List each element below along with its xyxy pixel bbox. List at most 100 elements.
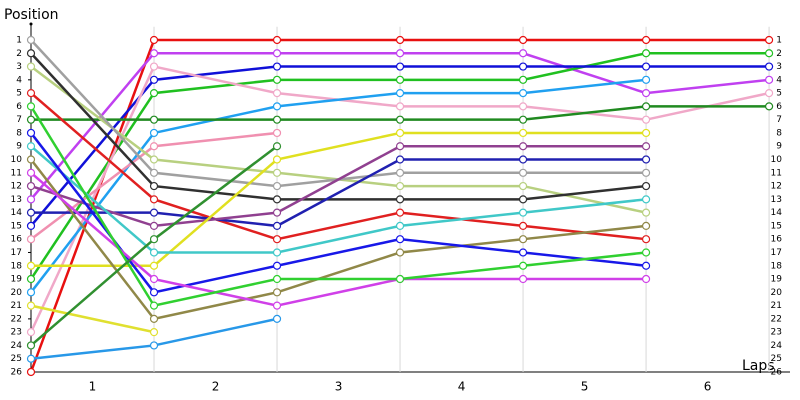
series-marker bbox=[149, 314, 159, 323]
series-marker bbox=[641, 35, 651, 45]
series-marker bbox=[272, 235, 282, 244]
y-tick-label-right: 3 bbox=[776, 62, 782, 72]
series-marker bbox=[272, 221, 282, 231]
y-tick-label-right: 25 bbox=[771, 354, 782, 364]
series-line bbox=[30, 171, 647, 307]
series-marker bbox=[641, 168, 651, 177]
series-marker bbox=[518, 274, 528, 284]
series-marker bbox=[26, 35, 36, 45]
y-tick-label-right: 19 bbox=[771, 275, 783, 285]
series-marker bbox=[518, 115, 528, 124]
series-marker bbox=[26, 274, 36, 284]
series-marker bbox=[518, 35, 528, 45]
series-marker bbox=[641, 142, 651, 151]
series-marker bbox=[26, 142, 36, 151]
series-marker bbox=[395, 115, 405, 124]
series-line bbox=[30, 52, 647, 201]
series-marker bbox=[641, 274, 651, 284]
series-marker bbox=[149, 274, 159, 284]
series-marker bbox=[149, 195, 159, 204]
series-marker bbox=[149, 75, 159, 84]
series-marker bbox=[149, 235, 159, 244]
series-marker bbox=[764, 49, 774, 58]
series-marker bbox=[26, 328, 36, 337]
series-marker bbox=[518, 128, 528, 138]
series-marker bbox=[395, 128, 405, 138]
series-marker bbox=[272, 195, 282, 204]
series-marker bbox=[395, 142, 405, 151]
series-marker bbox=[641, 208, 651, 217]
series-line bbox=[30, 39, 647, 188]
series-marker bbox=[26, 261, 36, 270]
y-tick-label-right: 10 bbox=[771, 155, 783, 165]
y-tick-label-right: 20 bbox=[771, 288, 783, 298]
series-marker bbox=[149, 49, 159, 58]
y-tick-label-right: 7 bbox=[776, 115, 782, 125]
series-marker bbox=[149, 62, 159, 71]
y-tick-label-right: 18 bbox=[771, 261, 783, 271]
y-tick-label-right: 26 bbox=[771, 368, 783, 378]
series-marker bbox=[518, 235, 528, 244]
series-marker bbox=[26, 49, 36, 58]
series-marker bbox=[272, 261, 282, 270]
series-marker bbox=[26, 301, 36, 310]
series-marker bbox=[764, 89, 774, 98]
series-marker bbox=[395, 75, 405, 84]
series-marker bbox=[272, 181, 282, 191]
y-tick-label: 23 bbox=[11, 328, 22, 338]
series-marker bbox=[518, 75, 528, 84]
series-marker bbox=[149, 35, 159, 45]
series-marker bbox=[272, 128, 282, 138]
series-marker bbox=[764, 75, 774, 84]
series-marker bbox=[26, 195, 36, 204]
series-marker bbox=[26, 89, 36, 98]
y-tick-label: 18 bbox=[11, 261, 23, 271]
series-marker bbox=[149, 301, 159, 310]
series-marker bbox=[149, 288, 159, 297]
series-marker bbox=[26, 221, 36, 231]
series-marker bbox=[518, 168, 528, 177]
series-marker bbox=[641, 235, 651, 244]
series-marker bbox=[272, 49, 282, 58]
series-marker bbox=[518, 142, 528, 151]
y-tick-label-right: 23 bbox=[771, 328, 782, 338]
series-marker bbox=[272, 115, 282, 124]
x-tick-label: 3 bbox=[335, 380, 343, 394]
y-tick-label-right: 17 bbox=[771, 248, 782, 258]
series-marker bbox=[272, 248, 282, 257]
series-marker bbox=[26, 354, 36, 363]
series-marker bbox=[518, 248, 528, 257]
series-marker bbox=[272, 301, 282, 310]
y-tick-label: 6 bbox=[16, 102, 22, 112]
y-tick-label: 1 bbox=[16, 35, 22, 45]
series-marker bbox=[764, 62, 774, 71]
series-marker bbox=[518, 49, 528, 58]
series-line bbox=[29, 105, 647, 308]
series-marker bbox=[518, 261, 528, 270]
series-marker bbox=[149, 155, 159, 164]
y-tick-label: 13 bbox=[11, 195, 22, 205]
y-tick-label: 10 bbox=[11, 155, 23, 165]
y-tick-label-right: 22 bbox=[771, 314, 782, 324]
series-line bbox=[30, 132, 647, 294]
series-marker bbox=[26, 102, 36, 111]
series-marker bbox=[272, 208, 282, 217]
y-tick-label-right: 14 bbox=[771, 208, 783, 218]
series-marker bbox=[641, 248, 651, 257]
y-tick-label-right: 24 bbox=[771, 341, 783, 351]
series-marker bbox=[26, 128, 36, 138]
series-marker bbox=[641, 102, 651, 111]
series-marker bbox=[26, 341, 36, 350]
y-tick-label-right: 8 bbox=[776, 128, 782, 138]
series-marker bbox=[26, 288, 36, 297]
y-tick-label-right: 11 bbox=[771, 168, 782, 178]
series-marker bbox=[641, 221, 651, 231]
y-tick-label-right: 2 bbox=[776, 49, 782, 59]
y-tick-label: 8 bbox=[16, 128, 22, 138]
series-line bbox=[30, 304, 155, 334]
series-line bbox=[30, 145, 647, 254]
series-marker bbox=[395, 274, 405, 284]
series-marker bbox=[26, 181, 36, 191]
series-marker bbox=[149, 89, 159, 98]
